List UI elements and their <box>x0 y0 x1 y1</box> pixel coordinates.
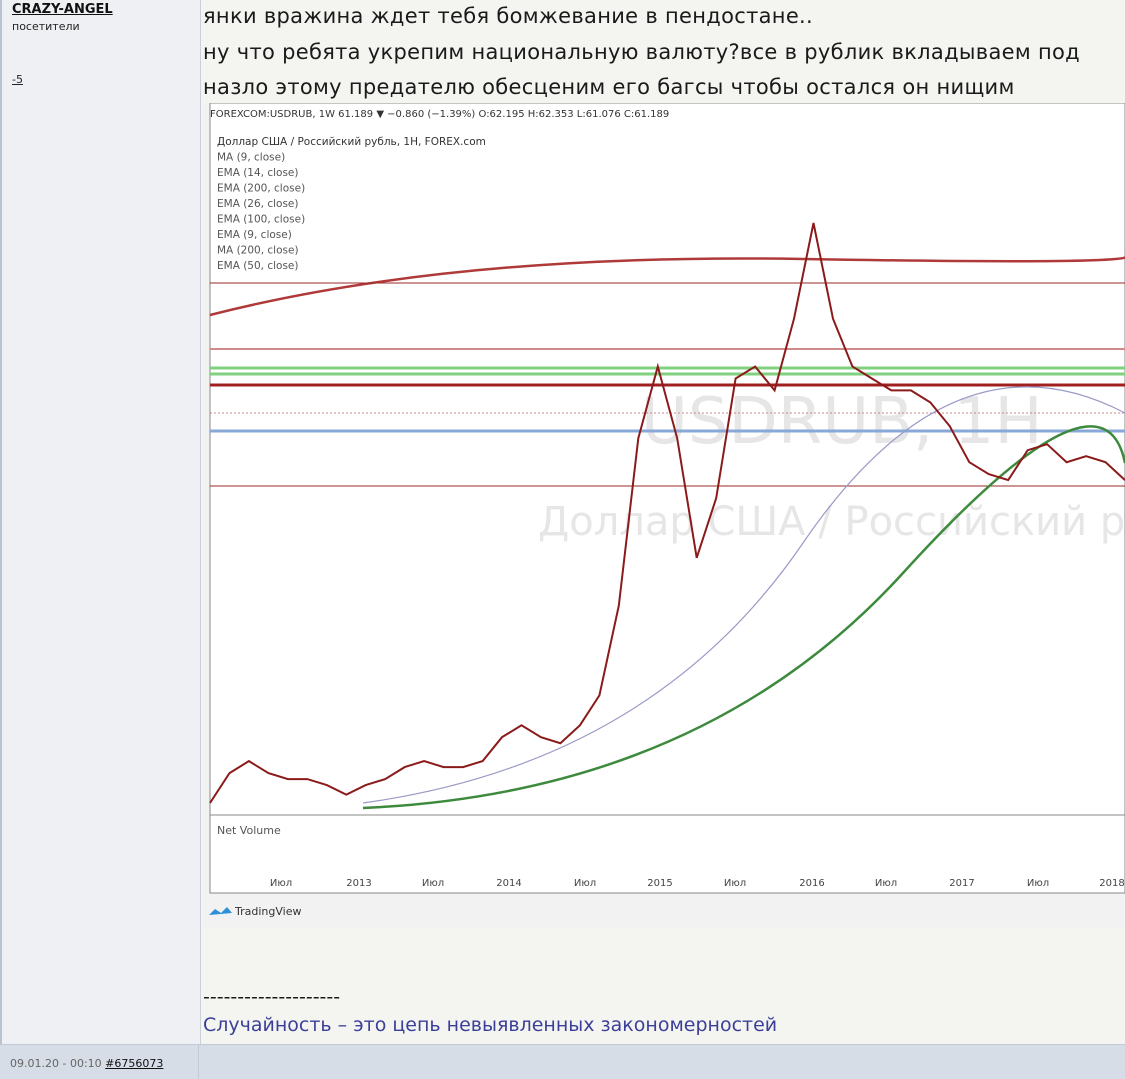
price-line <box>209 222 1125 804</box>
brand-logo <box>209 907 232 915</box>
x-tick-label: 2014 <box>496 878 521 889</box>
post-line: ну что ребята укрепим национальную валют… <box>203 40 1080 64</box>
post-line: назло этому предателю обесценим его багс… <box>203 75 1015 99</box>
x-tick-label: Июл <box>875 878 897 889</box>
post-line: янки вражина ждет тебя бомжевание в пенд… <box>203 4 814 28</box>
x-tick-label: 2013 <box>346 878 371 889</box>
cell-divider <box>198 1045 199 1079</box>
chart-frame <box>209 102 1125 894</box>
chart-header: FOREXCOM:USDRUB, 1W 61.189 ▼ −0.860 (−1.… <box>210 109 669 120</box>
post-date: 09.01.20 - 00:10 <box>10 1057 102 1070</box>
x-tick-label: 2015 <box>647 878 672 889</box>
brand: TradingView <box>234 905 301 918</box>
x-tick-label: 2017 <box>949 878 974 889</box>
x-tick-label: Июл <box>574 878 596 889</box>
x-tick-label: Июл <box>422 878 444 889</box>
author-panel: CRAZY-ANGEL посетители -5 <box>0 0 201 1044</box>
x-tick-label: Июл <box>1027 878 1049 889</box>
legend-entry: EMA (26, close) <box>217 198 299 210</box>
chart-image: USDRUB, 1H Доллар США / Российский рубль… <box>203 102 1125 928</box>
post-footer: 09.01.20 - 00:10 #6756073 <box>0 1044 1125 1079</box>
pane-label: Net Volume <box>217 824 281 837</box>
ma-line <box>362 386 1125 804</box>
legend-entry: MA (9, close) <box>217 152 285 164</box>
signature: Случайность – это цепь невыявленных зако… <box>203 1014 778 1036</box>
user-group: посетители <box>12 20 80 33</box>
watermark: Доллар США / Российский рубль <box>538 499 1125 545</box>
signature-rule: -------------------- <box>203 986 341 1008</box>
x-tick-label: Июл <box>270 878 292 889</box>
x-tick-label: 2018 <box>1099 878 1124 889</box>
ma-line <box>209 255 1125 317</box>
user-rating[interactable]: -5 <box>12 73 23 86</box>
chart: USDRUB, 1H Доллар США / Российский рубль… <box>209 102 1125 918</box>
post-id[interactable]: #6756073 <box>105 1057 164 1070</box>
x-tick-label: Июл <box>724 878 746 889</box>
legend-entry: EMA (14, close) <box>217 167 299 179</box>
legend-entry: EMA (50, close) <box>217 260 299 272</box>
legend-entry: MA (200, close) <box>217 245 299 257</box>
x-tick-label: 2016 <box>799 878 824 889</box>
legend-entry: Доллар США / Российский рубль, 1H, FOREX… <box>217 136 486 148</box>
post-meta: 09.01.20 - 00:10 #6756073 <box>10 1057 163 1070</box>
watermark: USDRUB, 1H <box>641 385 1043 459</box>
legend-entry: EMA (100, close) <box>217 214 305 226</box>
ma-line <box>362 425 1125 810</box>
username[interactable]: CRAZY-ANGEL <box>12 2 113 17</box>
legend-entry: EMA (200, close) <box>217 183 305 195</box>
legend-entry: EMA (9, close) <box>217 229 292 241</box>
